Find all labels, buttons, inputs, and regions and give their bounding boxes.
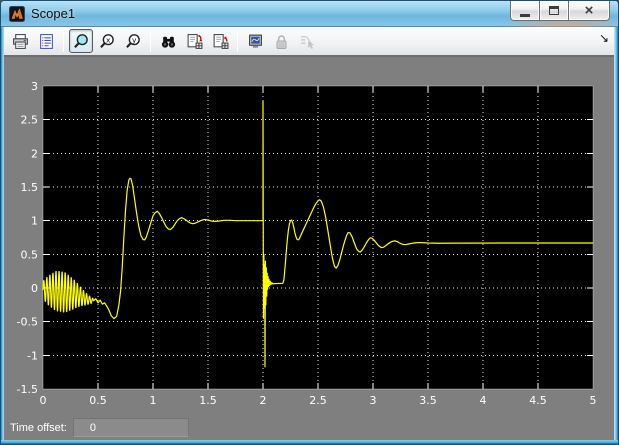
y-tick-label: 0.5 <box>21 248 39 261</box>
lock-icon <box>273 33 290 50</box>
x-tick-label: 4.5 <box>529 394 547 407</box>
svg-text:x: x <box>106 35 111 44</box>
floating-scope-icon <box>247 33 264 50</box>
parameters-button[interactable] <box>34 29 58 53</box>
print-icon <box>12 33 29 50</box>
x-tick-label: 0 <box>40 394 47 407</box>
y-tick-label: 3 <box>31 80 38 93</box>
zoom-x-icon: x <box>99 33 116 50</box>
titlebar[interactable]: Scope1 × <box>1 1 618 27</box>
y-tick-label: 1.5 <box>21 181 39 194</box>
y-tick-label: -0.5 <box>17 316 38 329</box>
zoom-y-icon: y <box>125 33 142 50</box>
window-title: Scope1 <box>31 6 76 21</box>
maximize-icon <box>549 6 559 15</box>
matlab-scope-app-icon <box>9 5 25 22</box>
time-offset-value: 0 <box>89 421 96 434</box>
floating-scope-button[interactable] <box>243 29 267 53</box>
close-icon: × <box>584 1 594 19</box>
y-tick-label: 2.5 <box>21 114 39 127</box>
toolbar-separator <box>237 30 238 52</box>
signal-selection-button <box>295 29 319 53</box>
x-tick-label: 1 <box>150 394 157 407</box>
time-offset-field: 0 <box>72 418 189 437</box>
x-tick-label: 0.5 <box>89 394 107 407</box>
scope-plot[interactable]: 0 0.5 1 1.5 2 2.5 3 3.5 4 4.5 5 3 2.5 2 1.5 1 0.5 0 -0.5 -1… <box>4 57 616 417</box>
window-border-right[interactable] <box>614 27 618 444</box>
window-border-left[interactable] <box>1 27 4 444</box>
y-tick-label: -1.5 <box>17 383 38 396</box>
zoom-y-button[interactable]: y <box>121 29 145 53</box>
caption-buttons: × <box>510 1 610 21</box>
time-offset-label: Time offset: <box>10 421 67 434</box>
zoom-x-button[interactable]: x <box>95 29 119 53</box>
y-tick-label: 2 <box>31 147 38 160</box>
autoscale-button[interactable] <box>156 29 180 53</box>
y-tick-label: 0 <box>31 282 38 295</box>
toolbar-separator <box>63 30 64 52</box>
print-button[interactable] <box>8 29 32 53</box>
lock-axes-button <box>269 29 293 53</box>
maximize-button[interactable] <box>539 1 569 21</box>
restore-axes-button[interactable] <box>208 29 232 53</box>
scope-figure: 0 0.5 1 1.5 2 2.5 3 3.5 4 4.5 5 3 2.5 2 1.5 1 0.5 0 -0.5 -1… <box>4 57 614 440</box>
restore-axes-icon <box>212 33 229 50</box>
plot-area[interactable] <box>42 85 594 390</box>
x-tick-label: 4 <box>480 394 487 407</box>
save-axes-button[interactable] <box>182 29 206 53</box>
toolbar-overflow-arrow-icon[interactable]: ↘ <box>598 31 609 45</box>
x-tick-label: 3.5 <box>419 394 437 407</box>
scope-signal-trace <box>42 100 593 368</box>
minimize-icon <box>520 13 530 17</box>
y-tick-label: -1 <box>27 349 38 362</box>
autoscale-binoculars-icon <box>160 33 177 50</box>
parameters-icon <box>38 33 55 50</box>
x-tick-label: 2.5 <box>309 394 327 407</box>
x-tick-label: 1.5 <box>199 394 217 407</box>
signal-selection-icon <box>299 33 316 50</box>
statusbar: Time offset: 0 <box>4 415 614 440</box>
zoom-icon <box>73 33 90 50</box>
svg-text:y: y <box>132 35 137 44</box>
zoom-button[interactable] <box>69 29 93 53</box>
x-tick-label: 5 <box>590 394 597 407</box>
x-tick-label: 2 <box>260 394 267 407</box>
window-border-bottom[interactable] <box>1 440 618 444</box>
close-button[interactable]: × <box>568 1 610 21</box>
x-tick-label: 3 <box>370 394 377 407</box>
toolbar-separator <box>150 30 151 52</box>
save-axes-icon <box>186 33 203 50</box>
y-tick-label: 1 <box>31 215 38 228</box>
minimize-button[interactable] <box>510 1 540 21</box>
